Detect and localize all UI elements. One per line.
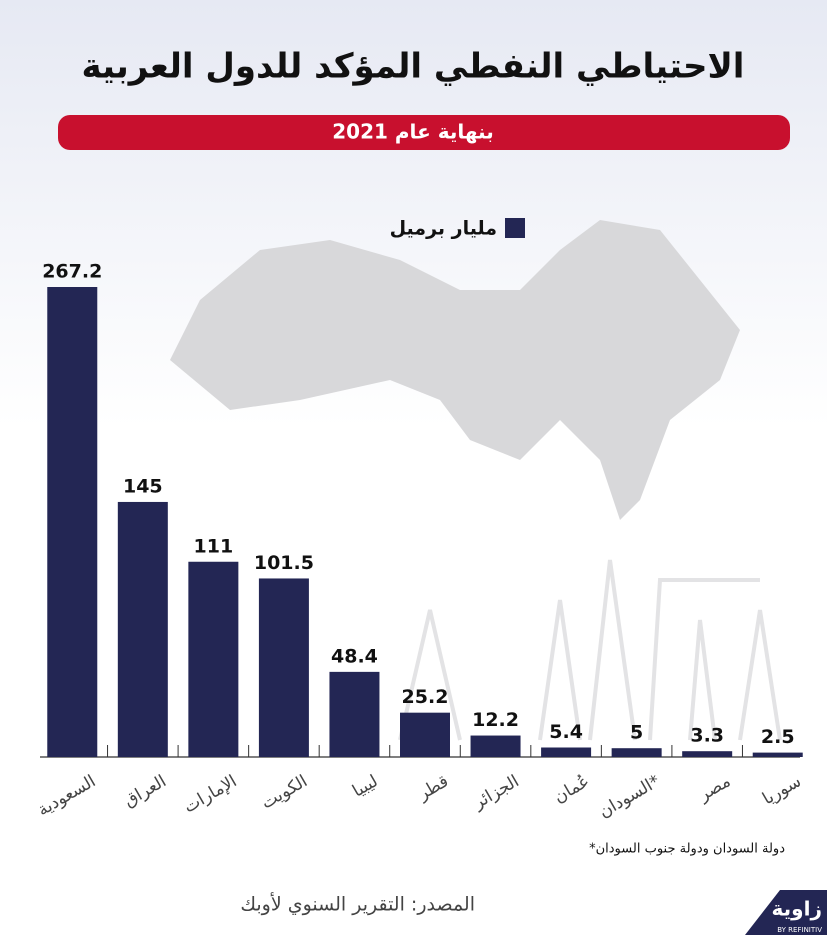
data-label: 5.4 <box>549 721 583 743</box>
data-label: 111 <box>194 535 234 557</box>
oil-rig-decoration <box>398 559 782 741</box>
bar <box>258 578 309 757</box>
data-label: 101.5 <box>254 552 314 574</box>
data-label: 145 <box>123 475 163 497</box>
data-label: 25.2 <box>402 686 449 708</box>
footnote: *دولة السودان ودولة جنوب السودان <box>589 842 785 857</box>
legend-label: مليار برميل <box>390 218 497 240</box>
subtitle-band <box>58 115 790 150</box>
logo-sub: BY REFINITIV <box>777 926 822 934</box>
bar <box>117 501 168 757</box>
bar <box>47 287 98 757</box>
bar <box>611 748 662 757</box>
data-label: 5 <box>630 722 643 744</box>
chart-title: الاحتياطي النفطي المؤكد للدول العربية <box>82 47 745 87</box>
logo: زاوية <box>772 897 822 921</box>
bar <box>188 561 239 757</box>
source: المصدر: التقرير السنوي لأوبك <box>240 893 475 916</box>
data-label: 267.2 <box>42 261 102 283</box>
bar <box>329 671 380 757</box>
bar <box>470 735 521 757</box>
bar <box>682 751 733 757</box>
bar <box>541 747 592 757</box>
logo-shape <box>745 890 827 935</box>
data-label: 12.2 <box>472 709 519 731</box>
data-label: 48.4 <box>331 645 378 667</box>
bar <box>400 712 450 757</box>
map-decoration <box>170 220 740 520</box>
data-label: 2.5 <box>761 726 795 748</box>
data-label: 3.3 <box>690 725 724 747</box>
legend-swatch <box>505 218 525 238</box>
bar <box>752 752 803 757</box>
subtitle: بنهاية عام 2021 <box>332 120 493 144</box>
